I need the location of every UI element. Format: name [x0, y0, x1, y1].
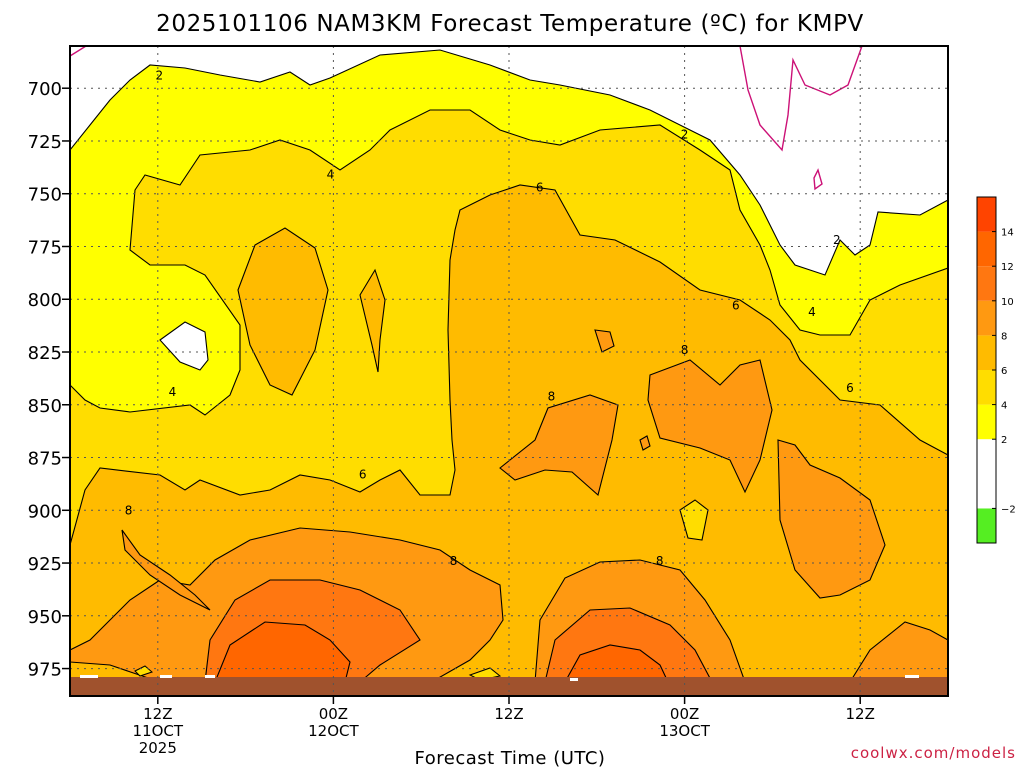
- contour-0: [739, 46, 863, 152]
- colorbar-band: [977, 508, 996, 543]
- y-tick-label: 950: [28, 607, 62, 628]
- pocket-8-b: [647, 359, 773, 494]
- colorbar-band: [977, 439, 996, 509]
- contour-label: 6: [536, 180, 544, 194]
- lowband-8-right: [849, 621, 948, 683]
- x-tick-label: 12Z: [494, 705, 523, 723]
- colorbar-band: [977, 266, 996, 301]
- contour-0-b: [70, 46, 87, 57]
- contour-label: 6: [732, 299, 740, 313]
- pocket-6-b: [359, 268, 386, 373]
- y-tick-label: 875: [28, 449, 62, 470]
- colorbar-label: −2: [1001, 504, 1016, 515]
- island-below-2: [159, 321, 209, 371]
- pocket-8-c: [777, 439, 886, 599]
- y-tick-label: 700: [28, 79, 62, 100]
- colorbar-label: 8: [1001, 331, 1007, 342]
- contour-label: 2: [681, 128, 689, 142]
- x-tick-label: 12Z: [846, 705, 875, 723]
- y-axis: 700 725 750 775 800 825 850 875 900 925 950 975: [28, 79, 70, 681]
- colorbar-band: [977, 370, 996, 405]
- x-tick-label: 12OCT: [308, 722, 359, 740]
- y-tick-label: 775: [28, 237, 62, 258]
- x-tick-label: 00Z: [319, 705, 348, 723]
- x-tick-label: 00Z: [670, 705, 699, 723]
- contour-label: 8: [125, 503, 133, 517]
- y-tick-label: 900: [28, 501, 62, 522]
- contour-label: 4: [808, 305, 816, 319]
- x-axis-label: Forecast Time (UTC): [415, 748, 606, 768]
- y-tick-label: 850: [28, 396, 62, 417]
- colorbar-band: [977, 300, 996, 336]
- contour-label: 4: [169, 385, 177, 399]
- colorbar-label: 2: [1001, 435, 1007, 446]
- contour-label: 6: [359, 467, 367, 481]
- colorbar-band: [977, 197, 996, 232]
- y-tick-label: 750: [28, 185, 62, 206]
- x-tick-label: 12Z: [143, 705, 172, 723]
- pocket-6-a: [237, 227, 329, 396]
- colorbar-label: 12: [1001, 262, 1014, 273]
- contour-label: 8: [681, 343, 689, 357]
- site-credit[interactable]: coolwx.com/models: [851, 744, 1016, 762]
- y-tick-label: 925: [28, 554, 62, 575]
- contour-label: 4: [327, 168, 335, 182]
- contour-0-c: [813, 168, 823, 191]
- contour-label: 8: [450, 554, 458, 568]
- x-tick-label: 13OCT: [659, 722, 710, 740]
- colorbar-label: 4: [1001, 401, 1007, 412]
- band-below-2: [70, 46, 948, 276]
- x-tick-label: 11OCT: [133, 722, 184, 740]
- contour-label: 6: [846, 381, 854, 395]
- colorbar-label: 10: [1001, 297, 1014, 308]
- colorbar-band: [977, 335, 996, 370]
- colorbar-band: [977, 404, 996, 440]
- chart-title: 2025101106 NAM3KM Forecast Temperature (…: [156, 11, 864, 37]
- lowband-8-left-tongue: [121, 529, 211, 611]
- pocket-8-a: [499, 394, 619, 497]
- pocket-8-e: [639, 435, 651, 451]
- contour-label: 8: [656, 554, 664, 568]
- contour-label: 2: [155, 69, 163, 83]
- colorbar-label: 14: [1001, 228, 1014, 239]
- plot-area: 2 4 6 2 2 6 4 8 4 8 6 6 8 8 8: [69, 45, 949, 697]
- pocket-8-d: [594, 329, 615, 353]
- contour-label: 2: [833, 233, 841, 247]
- ground: [70, 677, 948, 696]
- y-tick-label: 825: [28, 343, 62, 364]
- colorbar-band: [977, 231, 996, 267]
- contour-label: 8: [548, 389, 556, 403]
- colorbar: −2 2 4 6 8 10 12 14: [976, 196, 1016, 544]
- band-4-6: [70, 46, 948, 546]
- colorbar-label: 6: [1001, 366, 1007, 377]
- y-tick-label: 725: [28, 132, 62, 153]
- x-tick-label: 2025: [139, 739, 177, 757]
- y-tick-label: 975: [28, 660, 62, 681]
- y-tick-label: 800: [28, 290, 62, 311]
